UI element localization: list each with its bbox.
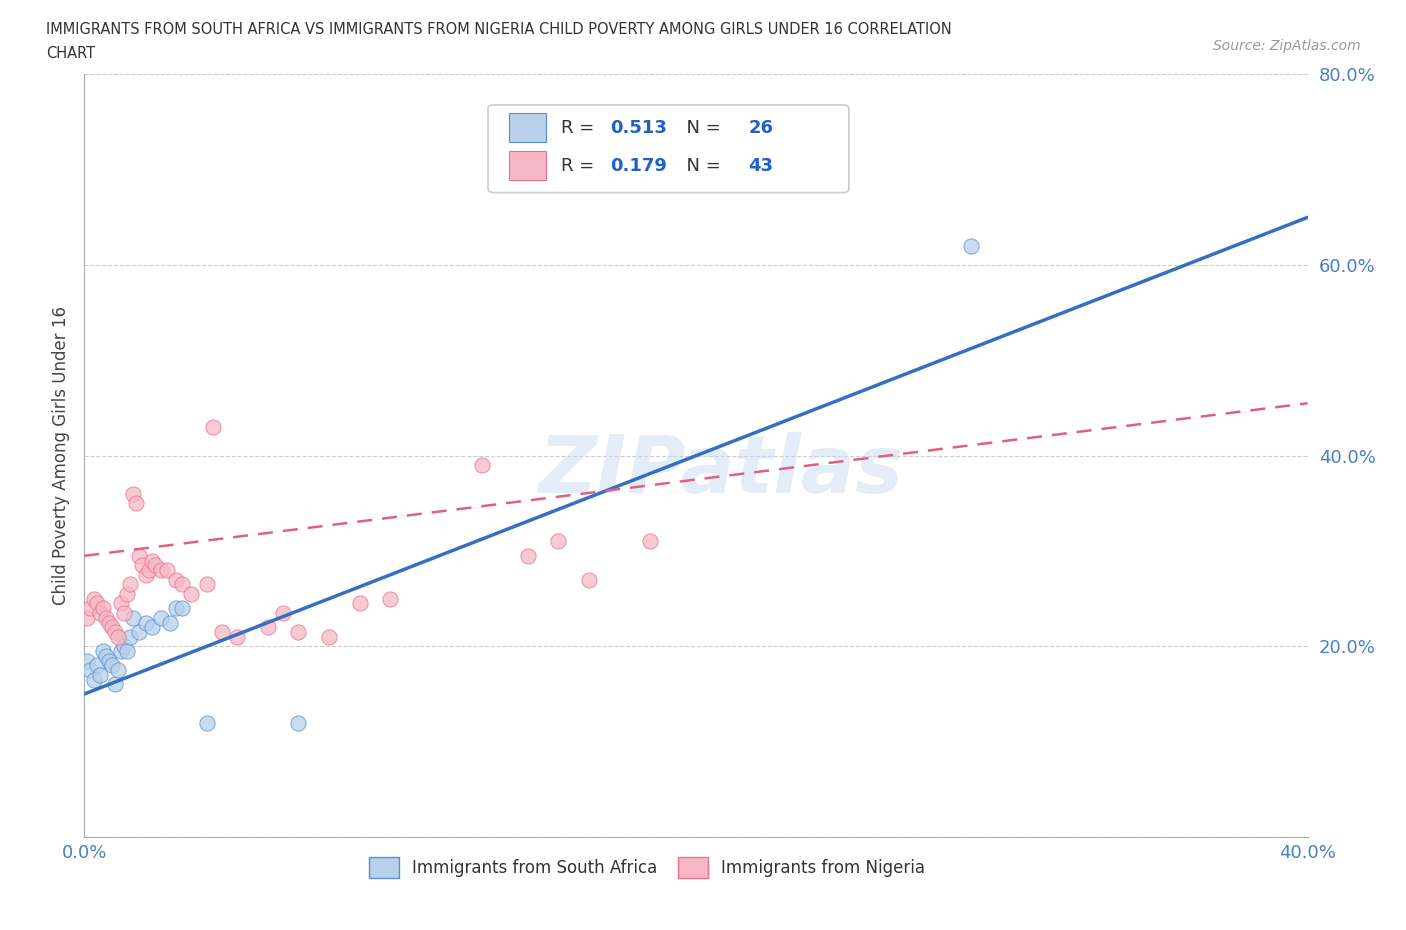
Text: CHART: CHART [46, 46, 96, 61]
Point [110, 644, 132, 658]
FancyBboxPatch shape [509, 152, 546, 180]
Point [349, 596, 371, 611]
Point [195, 715, 218, 730]
Point [120, 577, 142, 591]
Point [76, 610, 98, 625]
Point [380, 591, 402, 606]
Point [516, 549, 538, 564]
Point [201, 419, 224, 434]
Point [76, 653, 98, 668]
Point [104, 677, 127, 692]
Point [125, 496, 148, 511]
Text: ZIPatlas: ZIPatlas [538, 432, 903, 510]
Point [83, 591, 105, 606]
Point [115, 644, 138, 658]
Point [165, 601, 187, 616]
Point [135, 567, 157, 582]
Point [128, 549, 150, 564]
Point [318, 630, 340, 644]
Point [101, 658, 124, 673]
Point [131, 558, 153, 573]
Point [471, 458, 494, 472]
Point [195, 577, 218, 591]
Point [141, 553, 163, 568]
Point [91, 601, 114, 616]
Point [97, 615, 120, 630]
Point [107, 630, 129, 644]
Point [94, 648, 117, 663]
Text: R =: R = [561, 119, 600, 137]
Text: 0.179: 0.179 [610, 157, 668, 175]
Point [638, 534, 661, 549]
Point [135, 615, 157, 630]
Text: 26: 26 [748, 119, 773, 137]
Point [578, 572, 600, 587]
Point [110, 596, 132, 611]
Point [156, 563, 179, 578]
Point [101, 620, 124, 635]
Point [115, 587, 138, 602]
Point [211, 625, 233, 640]
Point [104, 625, 127, 640]
Text: Source: ZipAtlas.com: Source: ZipAtlas.com [1213, 39, 1361, 53]
Point [149, 610, 172, 625]
Point [159, 615, 181, 630]
Point [226, 630, 249, 644]
Point [86, 596, 108, 611]
Text: N =: N = [675, 119, 727, 137]
Point [257, 620, 280, 635]
Point [287, 625, 309, 640]
Point [83, 672, 105, 687]
Point [86, 658, 108, 673]
Point [120, 630, 142, 644]
Text: N =: N = [675, 157, 727, 175]
Point [112, 605, 135, 620]
Y-axis label: Child Poverty Among Girls Under 16: Child Poverty Among Girls Under 16 [52, 306, 70, 605]
Point [89, 668, 111, 683]
Point [165, 572, 187, 587]
Point [89, 605, 111, 620]
Point [547, 534, 569, 549]
Point [960, 239, 983, 254]
Point [141, 620, 163, 635]
FancyBboxPatch shape [509, 113, 546, 142]
FancyBboxPatch shape [488, 105, 849, 193]
Point [271, 605, 294, 620]
Point [79, 601, 101, 616]
Point [172, 601, 194, 616]
Point [112, 639, 135, 654]
Point [122, 610, 145, 625]
Legend: Immigrants from South Africa, Immigrants from Nigeria: Immigrants from South Africa, Immigrants… [361, 849, 934, 886]
Point [172, 577, 194, 591]
Text: R =: R = [561, 157, 600, 175]
Point [287, 715, 309, 730]
Point [91, 644, 114, 658]
Point [97, 653, 120, 668]
Text: 0.513: 0.513 [610, 119, 668, 137]
Point [107, 663, 129, 678]
Point [94, 610, 117, 625]
Point [128, 625, 150, 640]
Point [149, 563, 172, 578]
Point [122, 486, 145, 501]
Point [138, 563, 160, 578]
Point [79, 663, 101, 678]
Point [143, 558, 166, 573]
Text: IMMIGRANTS FROM SOUTH AFRICA VS IMMIGRANTS FROM NIGERIA CHILD POVERTY AMONG GIRL: IMMIGRANTS FROM SOUTH AFRICA VS IMMIGRAN… [46, 22, 952, 37]
Text: 43: 43 [748, 157, 773, 175]
Point [180, 587, 202, 602]
